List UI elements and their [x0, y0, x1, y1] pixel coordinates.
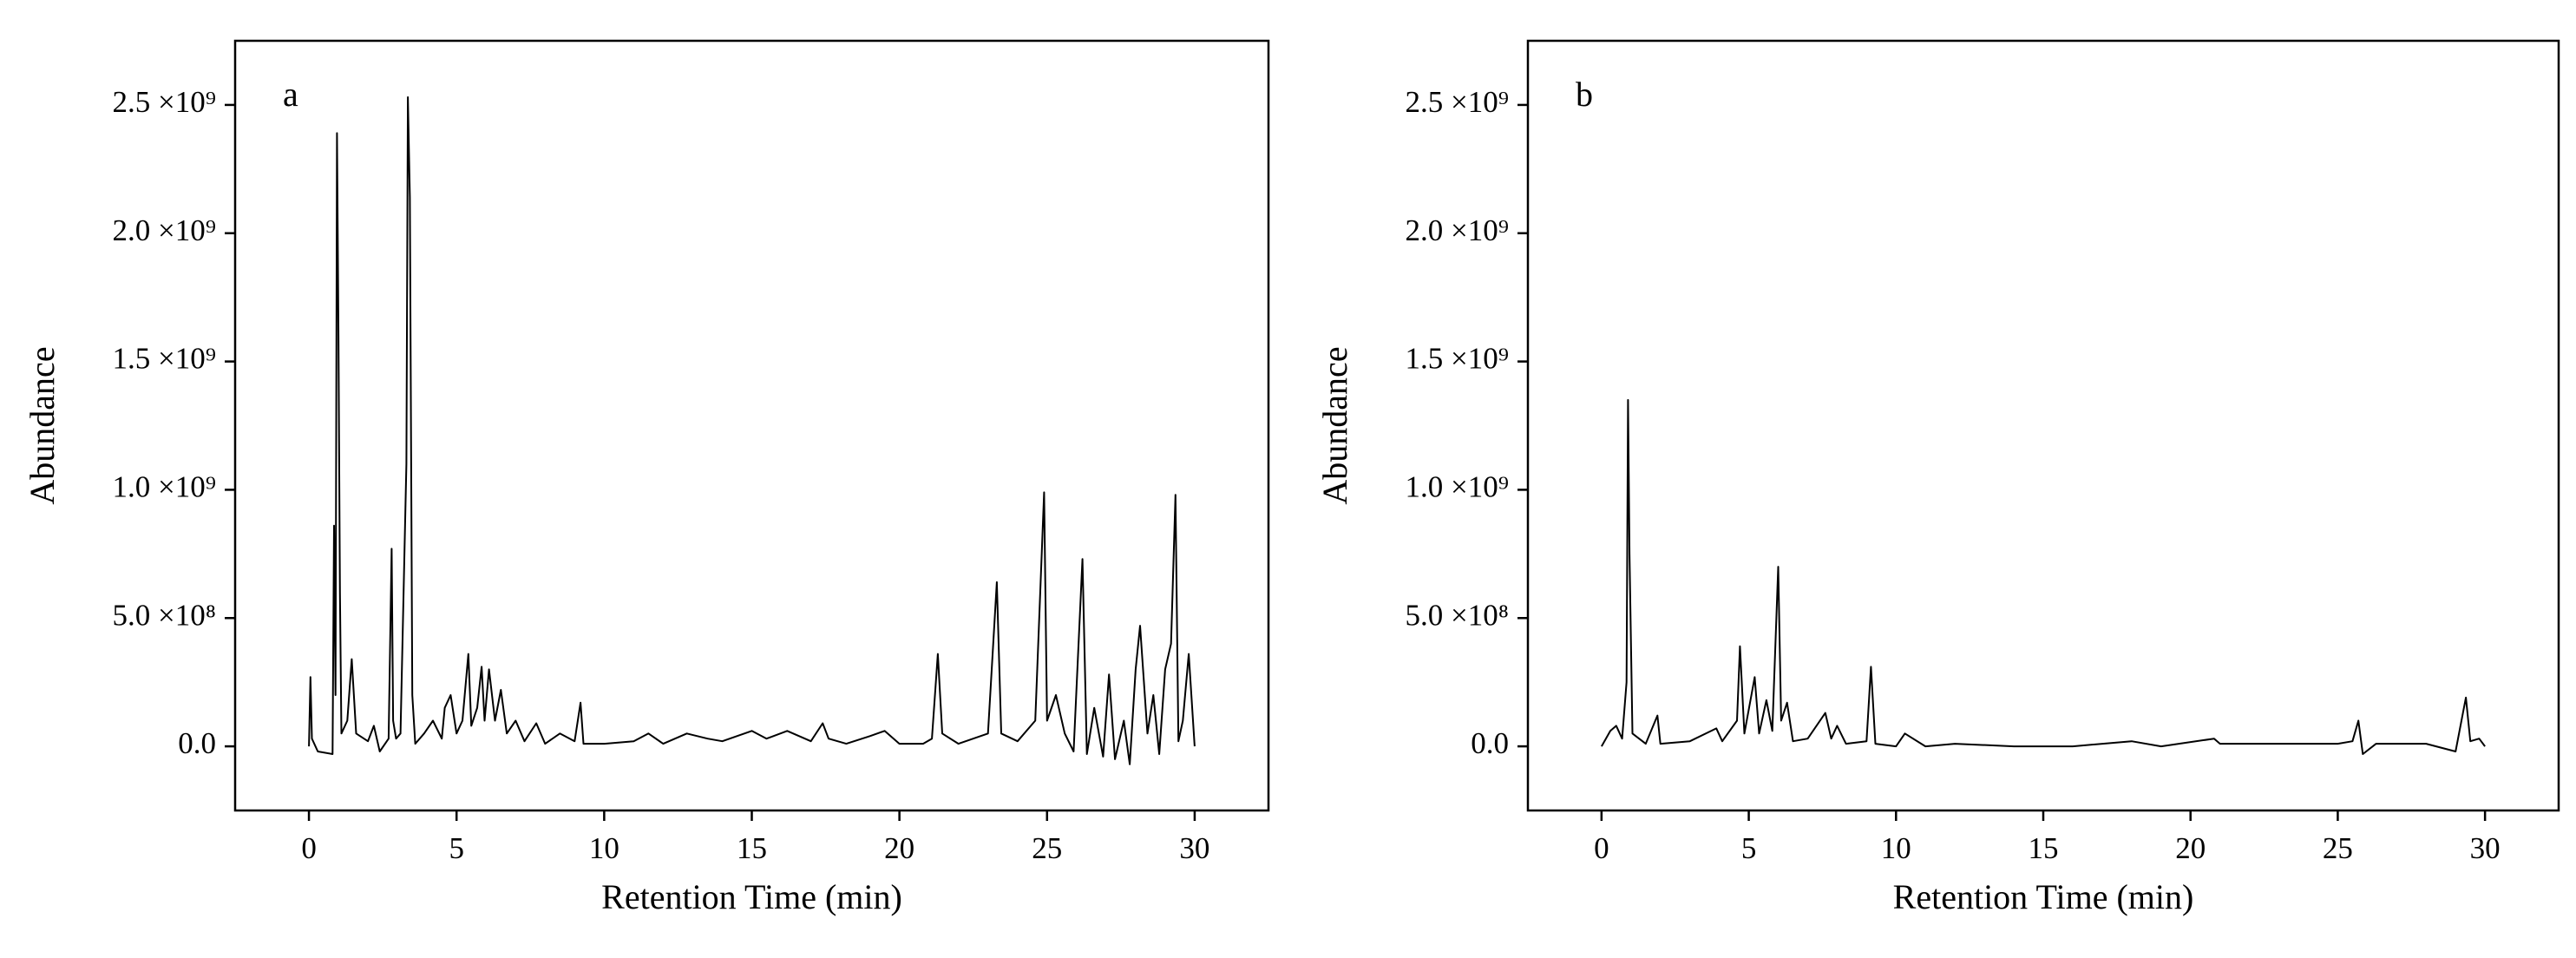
chromatogram-line: [1601, 398, 2486, 755]
x-tick-label: 10: [589, 831, 619, 865]
panel-label: b: [1576, 75, 1593, 114]
x-tick-label: 25: [1032, 831, 1062, 865]
plot-frame: [1526, 39, 2560, 812]
x-tick-label: 15: [737, 831, 767, 865]
x-tick-label: 20: [2175, 831, 2206, 865]
x-tick-label: 10: [1881, 831, 1911, 865]
y-tick-label: 2.5 ×10⁹: [113, 85, 216, 119]
y-tick-label: 1.5 ×10⁹: [113, 342, 216, 376]
y-tick-label: 5.0 ×10⁸: [113, 598, 216, 632]
x-axis-label: Retention Time (min): [601, 877, 902, 916]
y-tick-label: 1.5 ×10⁹: [1406, 342, 1509, 376]
x-tick-label: 0: [301, 831, 317, 865]
x-tick-label: 0: [1594, 831, 1609, 865]
x-tick-label: 20: [884, 831, 914, 865]
y-tick-label: 5.0 ×10⁸: [1406, 598, 1509, 632]
x-tick-label: 25: [2323, 831, 2353, 865]
y-tick-label: 2.0 ×10⁹: [1406, 213, 1509, 247]
y-tick-label: 0.0: [1471, 726, 1509, 760]
y-tick-label: 2.0 ×10⁹: [113, 213, 216, 247]
y-tick-label: 2.5 ×10⁹: [1406, 85, 1509, 119]
chromatogram-line: [308, 96, 1196, 765]
y-tick-label: 1.0 ×10⁹: [1406, 469, 1509, 503]
x-tick-label: 30: [2470, 831, 2501, 865]
y-tick-label: 1.0 ×10⁹: [113, 469, 216, 503]
x-tick-label: 5: [1741, 831, 1757, 865]
x-axis-label: Retention Time (min): [1893, 877, 2194, 916]
panel-label: a: [283, 75, 298, 114]
y-axis-label: Abundance: [23, 346, 62, 504]
y-tick-label: 0.0: [178, 726, 216, 760]
x-tick-label: 30: [1179, 831, 1209, 865]
x-tick-label: 15: [2029, 831, 2059, 865]
y-axis-label: Abundance: [1315, 346, 1354, 504]
x-tick-label: 5: [449, 831, 464, 865]
